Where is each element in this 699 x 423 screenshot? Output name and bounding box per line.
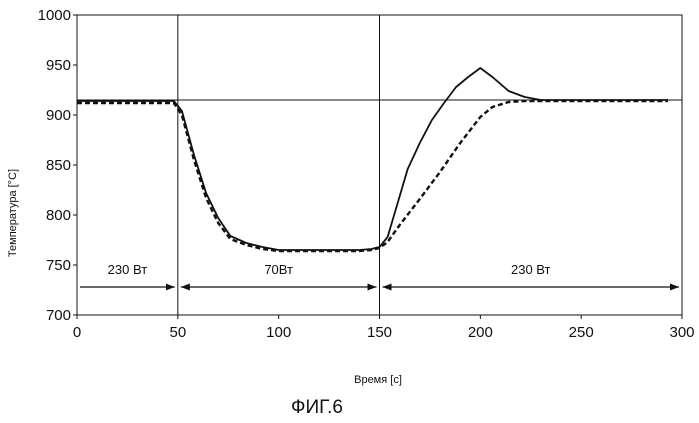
power-phase-label: 230 Вт (108, 262, 148, 277)
power-phase-label: 70Вт (264, 262, 293, 277)
x-axis-ticks: 0 50 100 150 200 250 300 (73, 315, 695, 341)
x-tick-label: 300 (669, 324, 694, 341)
power-phase-label: 230 Вт (511, 262, 551, 277)
series-lines (77, 68, 668, 251)
y-tick-label: 950 (46, 57, 71, 74)
x-tick-label: 250 (569, 324, 594, 341)
plot-area (77, 15, 682, 315)
series-dashed-line (77, 101, 668, 251)
x-tick-label: 200 (468, 324, 493, 341)
y-tick-label: 750 (46, 257, 71, 274)
y-axis-label: Температура [°C] (7, 169, 19, 257)
y-tick-label: 700 (46, 307, 71, 324)
y-tick-label: 850 (46, 157, 71, 174)
y-tick-label: 1000 (38, 7, 71, 24)
x-tick-label: 150 (367, 324, 392, 341)
y-tick-label: 900 (46, 107, 71, 124)
y-tick-label: 800 (46, 207, 71, 224)
x-tick-label: 0 (73, 324, 81, 341)
figure-caption: ФИГ.6 (291, 397, 343, 418)
x-axis-label: Время [с] (354, 374, 402, 386)
x-tick-label: 50 (169, 324, 186, 341)
y-axis-ticks: 700 750 800 850 900 950 1000 (38, 7, 77, 324)
x-tick-label: 100 (266, 324, 291, 341)
series-solid-line (77, 68, 668, 250)
